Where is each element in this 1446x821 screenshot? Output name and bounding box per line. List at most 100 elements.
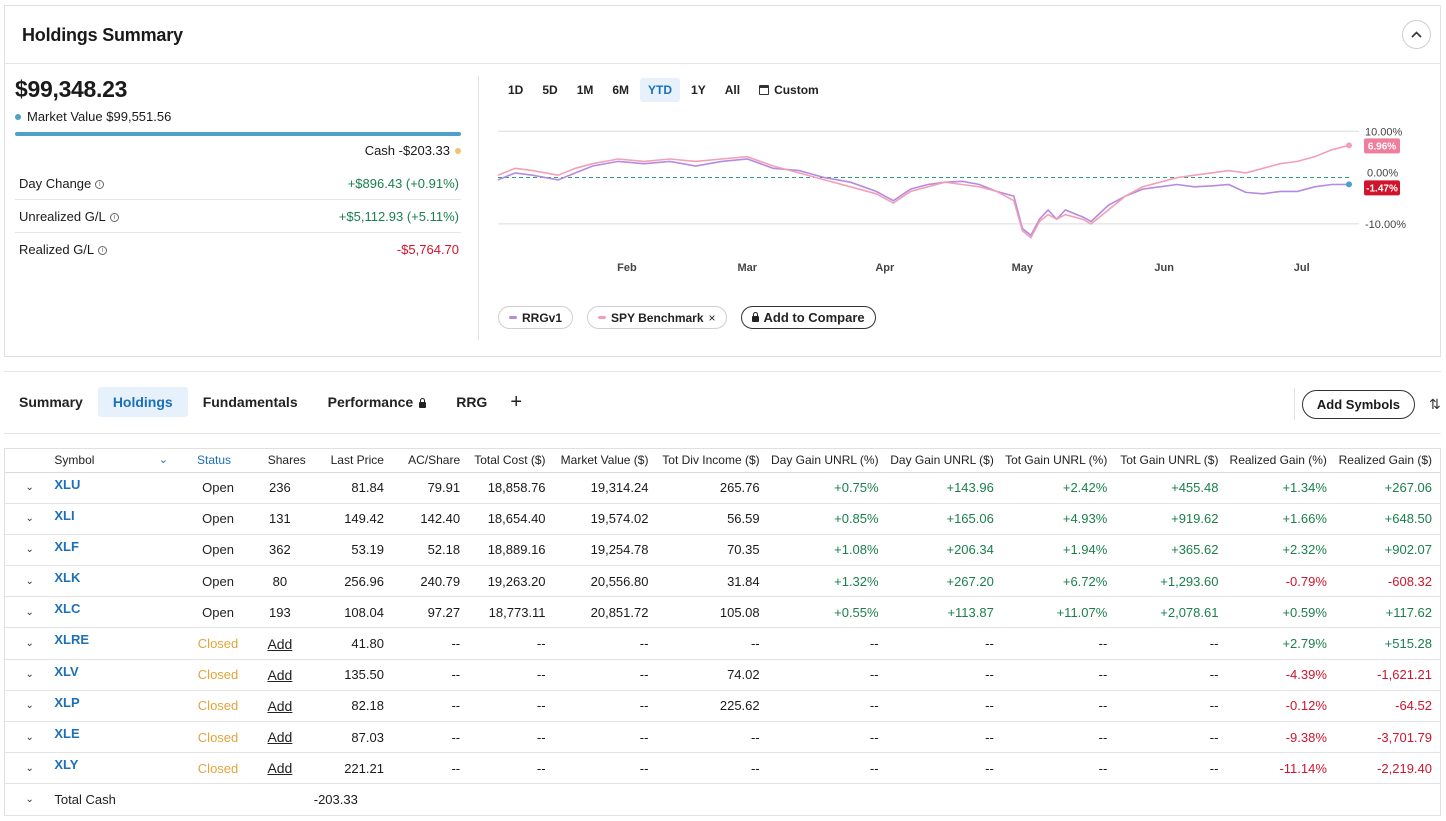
collapse-button[interactable] [1402, 20, 1431, 49]
end-label-text: -1.47% [1366, 183, 1398, 194]
column-header-label: Realized Gain (%) [1229, 453, 1327, 468]
add-symbols-button[interactable]: Add Symbols [1301, 389, 1415, 419]
range-tab-1m[interactable]: 1M [576, 83, 594, 97]
table-cell [391, 783, 469, 816]
table-cell: -- [886, 690, 1002, 723]
table-row[interactable]: ⌄ XLE Closed Add 87.03 -- -- -- -- -- -- -- -- -9.38%… [5, 721, 1440, 754]
symbol-link[interactable]: XLF [54, 534, 183, 567]
range-tab-ytd[interactable]: YTD [640, 78, 681, 102]
symbol-link[interactable]: XLRE [54, 627, 183, 660]
table-row[interactable]: ⌄ XLF Open 362 53.19 52.18 18,889.16 19,254.78 7… [5, 534, 1440, 567]
range-tab-1y[interactable]: 1Y [691, 83, 706, 97]
table-cell: -0.79% [1226, 565, 1335, 598]
table-cell: -- [468, 690, 554, 723]
add-shares-link[interactable]: Add [267, 760, 293, 777]
tab-fundamentals[interactable]: Fundamentals [188, 387, 313, 417]
expand-row-icon[interactable]: ⌄ [5, 690, 55, 723]
expand-row-icon[interactable]: ⌄ [5, 534, 55, 567]
add-shares-link[interactable]: Add [267, 697, 293, 714]
expand-row-icon[interactable]: ⌄ [5, 721, 55, 754]
sort-chevron-icon[interactable]: ⌄ [158, 454, 169, 467]
shares-cell[interactable]: Add [254, 752, 314, 785]
legend-label: RRGv1 [522, 310, 563, 325]
table-cell: +515.28 [1334, 627, 1440, 660]
tab-rrg[interactable]: RRG [441, 387, 502, 417]
column-header[interactable]: Shares [254, 449, 314, 473]
expand-row-icon[interactable]: ⌄ [5, 503, 55, 535]
table-row[interactable]: ⌄ XLK Open 80 256.96 240.79 19,263.20 20,556.80… [5, 565, 1440, 598]
remove-icon[interactable]: × [708, 310, 716, 325]
status-cell: Closed [182, 690, 255, 723]
column-header[interactable]: Total Cost ($) [468, 449, 554, 473]
info-icon[interactable]: i [95, 179, 105, 189]
legend-chip-spy-benchmark[interactable]: SPY Benchmark × [587, 306, 727, 329]
symbol-link[interactable]: XLC [54, 596, 183, 629]
expand-row-icon[interactable]: ⌄ [5, 627, 55, 660]
column-header[interactable]: Tot Div Income ($) [656, 449, 768, 473]
table-row[interactable]: ⌄ XLU Open 236 81.84 79.91 18,858.76 19,314.24 2… [5, 472, 1440, 504]
table-row[interactable]: ⌄ XLC Open 193 108.04 97.27 18,773.11 20,851.72… [5, 596, 1440, 629]
column-header[interactable]: Tot Gain UNRL (%) [1001, 449, 1116, 473]
range-tab-all[interactable]: All [724, 83, 741, 97]
chart-legend: RRGv1 SPY Benchmark × Add to Compare [498, 306, 890, 329]
symbol-link[interactable]: XLU [54, 472, 183, 504]
column-header-label: Shares [267, 453, 306, 468]
range-tab-custom[interactable]: Custom [751, 78, 827, 102]
table-row[interactable]: ⌄ XLP Closed Add 82.18 -- -- -- 225.62 -- -- -- -- -0… [5, 690, 1440, 723]
shares-cell: 193 [254, 596, 314, 629]
expand-row-icon[interactable]: ⌄ [5, 596, 55, 629]
add-shares-link[interactable]: Add [267, 666, 293, 683]
column-header[interactable]: Day Gain UNRL ($) [886, 449, 1002, 473]
table-cell [767, 783, 887, 816]
add-tab-button[interactable]: + [510, 390, 523, 413]
column-header[interactable]: Tot Gain UNRL ($) [1115, 449, 1227, 473]
tab-performance[interactable]: Performance [313, 387, 442, 417]
column-header[interactable]: Symbol ⌄ [54, 449, 183, 473]
column-header[interactable]: Status [182, 449, 255, 473]
column-header[interactable]: Last Price [313, 449, 392, 473]
column-header[interactable]: Market Value ($) [553, 449, 657, 473]
range-tab-6m[interactable]: 6M [612, 83, 630, 97]
table-cell: -11.14% [1226, 752, 1335, 785]
shares-cell[interactable]: Add [254, 627, 314, 660]
expand-row-icon[interactable]: ⌄ [5, 752, 55, 785]
table-row[interactable]: ⌄ XLV Closed Add 135.50 -- -- -- 74.02 -- -- -- -- -4… [5, 659, 1440, 691]
add-shares-link[interactable]: Add [267, 729, 293, 746]
shares-cell: 362 [254, 534, 314, 567]
symbol-link[interactable]: XLK [54, 565, 183, 598]
column-header[interactable]: Day Gain UNRL (%) [767, 449, 887, 473]
table-toolbar: Add Symbols ⇅ [1293, 388, 1441, 420]
column-header[interactable]: Realized Gain (%) [1226, 449, 1335, 473]
info-icon[interactable]: i [98, 246, 108, 256]
expand-row-icon[interactable]: ⌄ [5, 472, 55, 504]
add-to-compare-button[interactable]: Add to Compare [740, 306, 876, 329]
table-row[interactable]: ⌄ XLRE Closed Add 41.80 -- -- -- -- -- -- -- -- +2.79… [5, 627, 1440, 660]
range-tab-5d[interactable]: 5D [542, 83, 558, 97]
sort-icon[interactable]: ⇅ [1429, 395, 1441, 412]
add-shares-link[interactable]: Add [267, 635, 293, 652]
symbol-link[interactable]: XLE [54, 721, 183, 754]
table-cell: -- [553, 721, 657, 754]
expand-row-icon[interactable]: ⌄ [5, 565, 55, 598]
table-row[interactable]: ⌄ XLY Closed Add 221.21 -- -- -- -- -- -- -- -- -11.1… [5, 752, 1440, 785]
info-icon[interactable]: i [109, 212, 119, 222]
shares-cell[interactable]: Add [254, 659, 314, 691]
symbol-link[interactable]: XLP [54, 690, 183, 723]
range-tab-1d[interactable]: 1D [508, 83, 524, 97]
legend-chip-rrgv1[interactable]: RRGv1 [498, 306, 574, 329]
shares-cell[interactable]: Add [254, 690, 314, 723]
column-header[interactable]: Realized Gain ($) [1334, 449, 1440, 473]
tab-summary[interactable]: Summary [4, 387, 98, 417]
expand-row-icon[interactable]: ⌄ [5, 783, 55, 816]
tab-holdings[interactable]: Holdings [97, 387, 188, 417]
table-row[interactable]: ⌄ XLI Open 131 149.42 142.40 18,654.40 19,574.0… [5, 503, 1440, 535]
end-label-text: 6.96% [1368, 141, 1396, 152]
column-header[interactable]: AC/Share [391, 449, 469, 473]
symbol-link[interactable]: XLV [54, 659, 183, 691]
table-cell: 240.79 [391, 565, 469, 598]
table-cell: 108.04 [313, 596, 392, 629]
symbol-link[interactable]: XLI [54, 503, 183, 535]
expand-row-icon[interactable]: ⌄ [5, 659, 55, 691]
shares-cell[interactable]: Add [254, 721, 314, 754]
symbol-link[interactable]: XLY [54, 752, 183, 785]
